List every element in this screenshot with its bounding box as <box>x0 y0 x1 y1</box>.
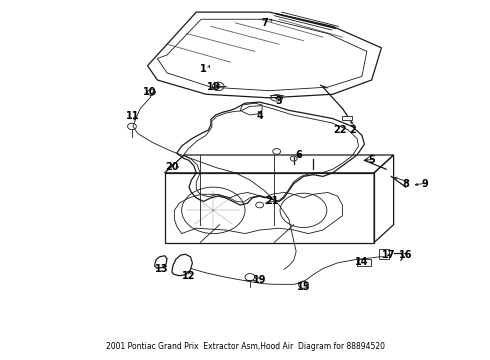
Text: 15: 15 <box>297 282 310 292</box>
Text: 21: 21 <box>265 197 278 206</box>
Text: 16: 16 <box>399 250 413 260</box>
Bar <box>343 116 352 120</box>
Text: 1: 1 <box>200 64 207 74</box>
Text: 11: 11 <box>126 111 140 121</box>
Text: 12: 12 <box>182 271 196 282</box>
Text: 10: 10 <box>143 87 157 98</box>
Circle shape <box>290 156 297 161</box>
Text: 9: 9 <box>422 179 429 189</box>
Text: 17: 17 <box>382 250 395 260</box>
Text: 20: 20 <box>165 162 179 172</box>
Text: 5: 5 <box>368 156 375 165</box>
Text: 2001 Pontiac Grand Prix  Extractor Asm,Hood Air  Diagram for 88894520: 2001 Pontiac Grand Prix Extractor Asm,Ho… <box>105 342 385 351</box>
Text: 19: 19 <box>253 275 267 285</box>
Bar <box>165 173 374 243</box>
Text: 7: 7 <box>261 18 268 28</box>
Text: 8: 8 <box>402 179 409 189</box>
Text: 22: 22 <box>333 125 347 135</box>
Text: 2: 2 <box>349 125 356 135</box>
Text: 13: 13 <box>155 264 169 274</box>
Text: 18: 18 <box>206 82 220 92</box>
Text: 14: 14 <box>355 257 368 267</box>
Text: 6: 6 <box>295 150 302 160</box>
Bar <box>379 249 389 259</box>
Text: 3: 3 <box>276 96 282 107</box>
Text: 4: 4 <box>256 111 263 121</box>
Bar <box>357 258 371 266</box>
